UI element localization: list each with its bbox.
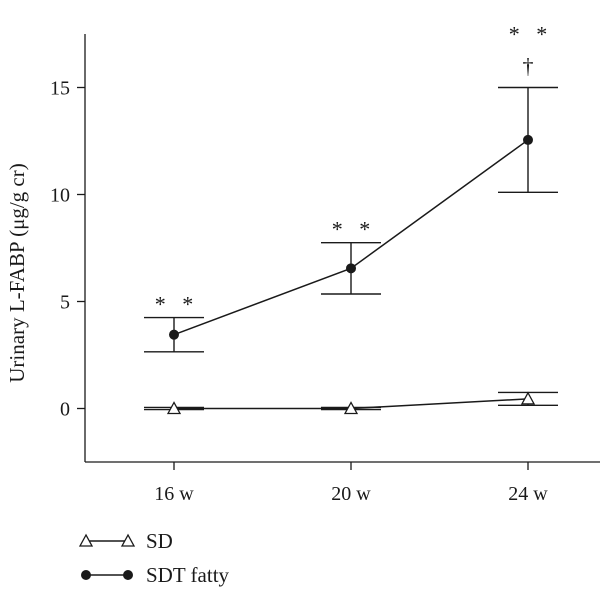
data-point <box>523 134 533 145</box>
x-tick-label: 20 w <box>331 483 371 505</box>
significance-annotation: * * <box>155 292 194 317</box>
data-point <box>166 401 182 415</box>
significance-annotation: * * <box>332 217 371 242</box>
legend-entry-sd: SD <box>78 529 173 553</box>
data-point <box>169 329 179 340</box>
y-tick-label: 15 <box>50 78 70 100</box>
legend-entry-sdt-fatty: SDT fatty <box>81 563 230 587</box>
y-tick-label: 5 <box>60 292 70 314</box>
series-sdt-fatty <box>144 86 558 353</box>
x-tick-label: 24 w <box>508 483 548 505</box>
data-point <box>346 263 356 274</box>
y-axis-title: Urinary L-FABP (μg/g cr) <box>5 163 29 382</box>
y-tick-label: 0 <box>60 399 70 421</box>
legend-marker <box>81 570 91 580</box>
series-sd <box>144 391 558 415</box>
legend-marker <box>123 570 133 580</box>
plot-area: * * * * * * † <box>144 22 558 415</box>
legend-marker <box>78 533 94 547</box>
x-tick-label: 16 w <box>154 483 194 505</box>
data-point <box>343 401 359 415</box>
data-point <box>520 391 536 405</box>
legend-marker <box>120 533 136 547</box>
legend: SD SDT fatty <box>78 529 230 587</box>
dagger-annotation: † <box>523 54 534 79</box>
legend-label: SDT fatty <box>146 563 230 587</box>
legend-label: SD <box>146 529 173 553</box>
axes: 0 5 10 15 16 w 20 w 24 w Urinary L-FABP (μg/g c… <box>5 34 600 505</box>
significance-annotation: * * <box>509 22 548 47</box>
y-tick-label: 10 <box>50 185 70 207</box>
